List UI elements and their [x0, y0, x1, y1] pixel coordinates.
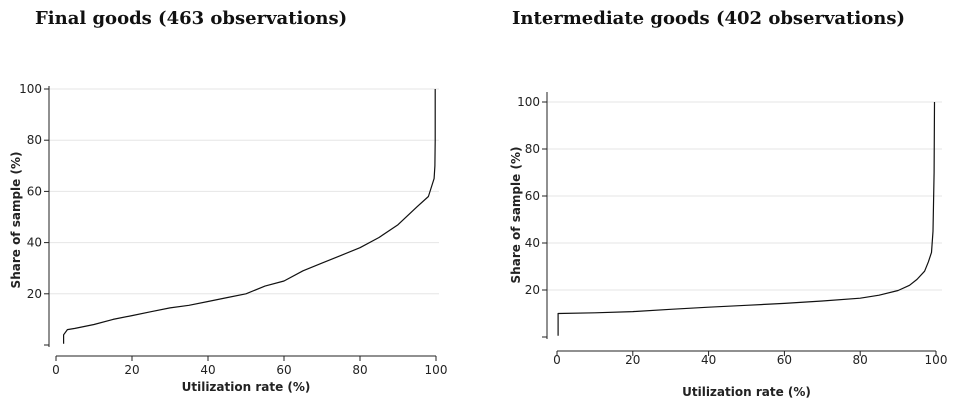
x-axis-title: Utilization rate (%) — [682, 385, 811, 399]
x-tick-label: 60 — [777, 353, 792, 367]
x-tick-label: 20 — [625, 353, 640, 367]
y-tick-label: 20 — [27, 287, 42, 301]
y-tick-label: 60 — [27, 184, 42, 198]
chart-title-final-goods: Final goods (463 observations) — [35, 8, 348, 29]
x-tick-label: 80 — [352, 363, 367, 377]
x-tick-label: 20 — [124, 363, 139, 377]
y-tick-label: 20 — [525, 283, 540, 297]
y-axis-title: Share of sample (%) — [9, 152, 23, 289]
x-tick-label: 80 — [853, 353, 868, 367]
x-tick-label: 40 — [200, 363, 215, 377]
series-line — [62, 89, 436, 344]
y-tick-label: 80 — [525, 142, 540, 156]
x-tick-label: 0 — [553, 353, 561, 367]
intermediate-goods-plot: 20 40 60 80 100 0 20 40 60 80 100 Utilization rate … — [509, 92, 947, 399]
chart-title-intermediate-goods: Intermediate goods (402 observations) — [512, 8, 905, 29]
y-axis-title: Share of sample (%) — [509, 147, 523, 284]
y-tick-label: 100 — [19, 82, 42, 96]
y-tick-label: 60 — [525, 189, 540, 203]
series-line — [557, 101, 936, 336]
final-goods-plot: 20 40 60 80 100 0 20 40 60 80 100 Utilization rate … — [9, 82, 447, 394]
x-tick-label: 100 — [425, 363, 448, 377]
y-tick-label: 40 — [525, 236, 540, 250]
x-tick-label: 40 — [701, 353, 716, 367]
y-tick-label: 100 — [517, 95, 540, 109]
x-tick-label: 60 — [276, 363, 291, 377]
x-tick-label: 100 — [925, 353, 948, 367]
x-tick-label: 0 — [52, 363, 60, 377]
y-tick-label: 80 — [27, 133, 42, 147]
y-tick-label: 40 — [27, 236, 42, 250]
x-axis-title: Utilization rate (%) — [182, 380, 311, 394]
